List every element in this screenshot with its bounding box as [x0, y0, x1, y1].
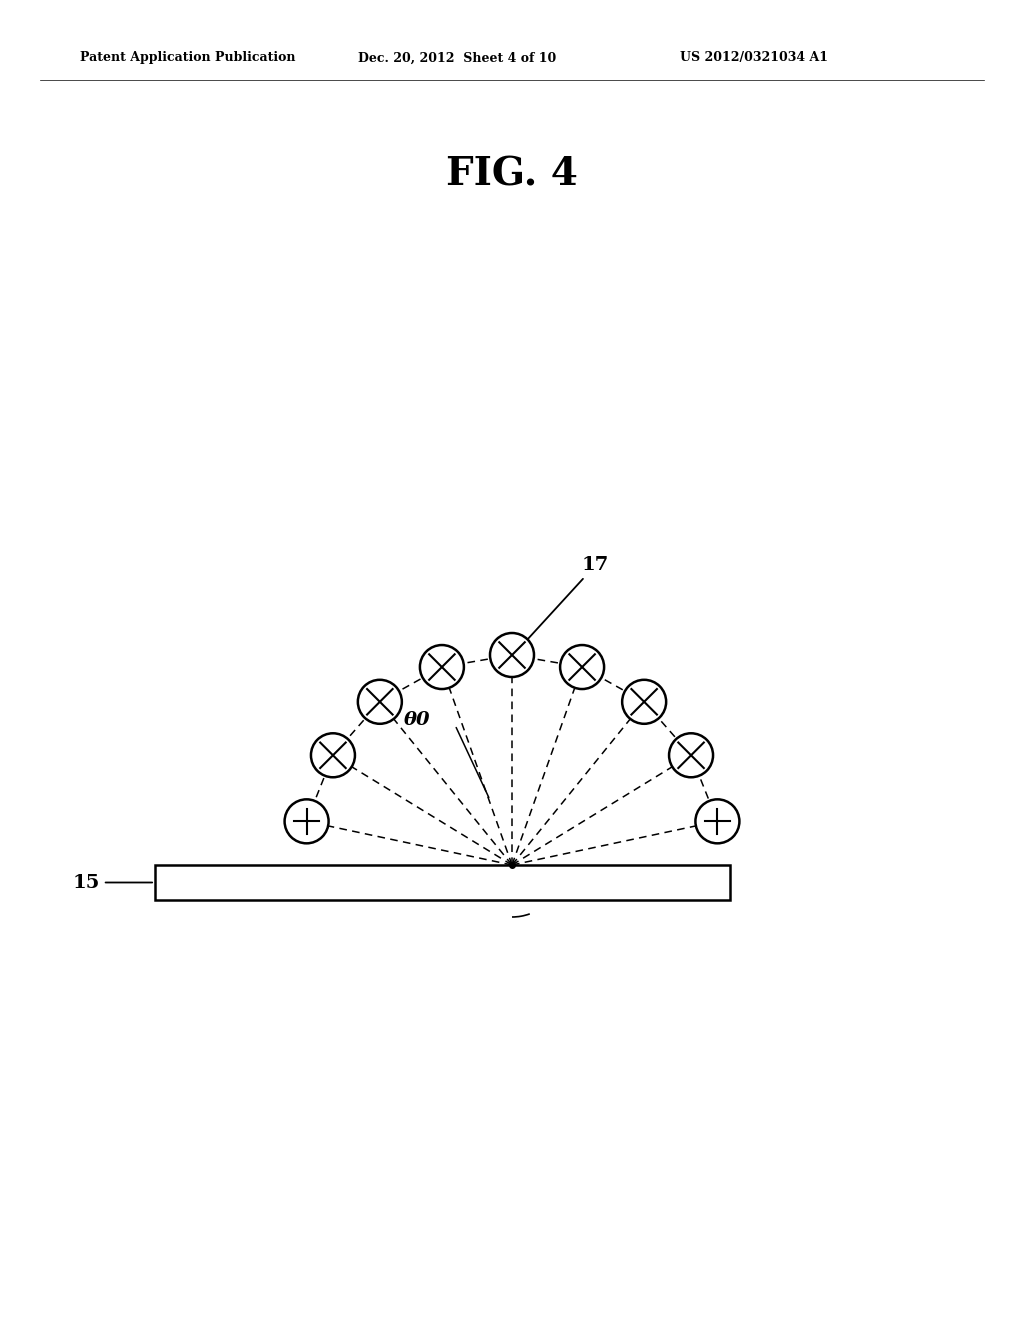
Ellipse shape: [669, 734, 713, 777]
Text: FIG. 4: FIG. 4: [446, 156, 578, 194]
Text: Patent Application Publication: Patent Application Publication: [80, 51, 296, 65]
Ellipse shape: [311, 734, 355, 777]
Ellipse shape: [490, 634, 534, 677]
Bar: [155, 865, 730, 900]
Ellipse shape: [285, 800, 329, 843]
Ellipse shape: [623, 680, 667, 723]
Text: θ0: θ0: [403, 711, 430, 729]
Text: Dec. 20, 2012  Sheet 4 of 10: Dec. 20, 2012 Sheet 4 of 10: [358, 51, 556, 65]
Ellipse shape: [420, 645, 464, 689]
Text: 15: 15: [73, 874, 153, 891]
Ellipse shape: [357, 680, 401, 723]
Text: US 2012/0321034 A1: US 2012/0321034 A1: [680, 51, 828, 65]
Ellipse shape: [560, 645, 604, 689]
Ellipse shape: [695, 800, 739, 843]
Text: 17: 17: [528, 556, 609, 639]
